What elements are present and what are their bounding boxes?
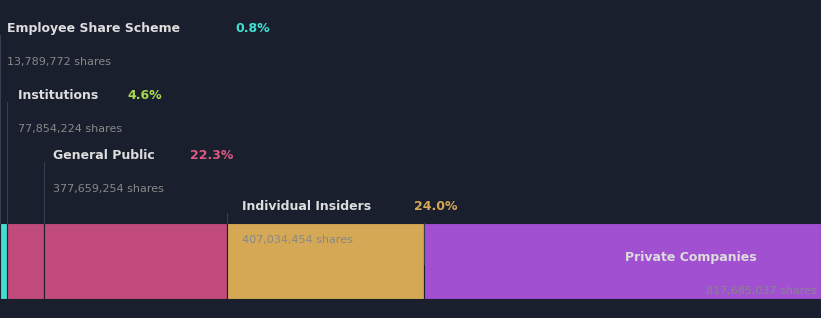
Text: General Public: General Public xyxy=(53,149,159,162)
Bar xyxy=(424,223,821,299)
Bar xyxy=(7,223,44,299)
Text: 377,659,254 shares: 377,659,254 shares xyxy=(53,184,164,194)
Text: 13,789,772 shares: 13,789,772 shares xyxy=(7,57,111,67)
Text: Employee Share Scheme: Employee Share Scheme xyxy=(7,22,184,35)
Text: 48.3%: 48.3% xyxy=(773,251,817,264)
Bar xyxy=(44,223,227,299)
Text: Private Companies: Private Companies xyxy=(625,251,761,264)
Text: 407,034,454 shares: 407,034,454 shares xyxy=(242,235,353,245)
Text: Institutions: Institutions xyxy=(18,89,103,102)
Text: 4.6%: 4.6% xyxy=(127,89,162,102)
Text: Individual Insiders: Individual Insiders xyxy=(242,200,376,213)
Text: 817,685,037 shares: 817,685,037 shares xyxy=(706,286,817,296)
Text: 22.3%: 22.3% xyxy=(190,149,234,162)
Text: 0.8%: 0.8% xyxy=(236,22,270,35)
Bar xyxy=(0,223,7,299)
Text: 24.0%: 24.0% xyxy=(415,200,458,213)
Bar xyxy=(227,223,424,299)
Text: 77,854,224 shares: 77,854,224 shares xyxy=(18,124,122,134)
